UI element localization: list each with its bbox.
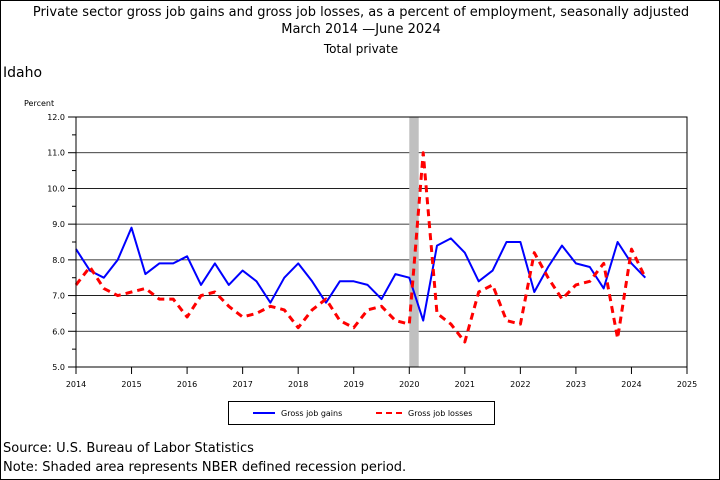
y-tick-label: 8.0 bbox=[52, 256, 65, 265]
recession-note: Note: Shaded area represents NBER define… bbox=[3, 460, 407, 475]
x-tick-label: 2021 bbox=[455, 380, 475, 389]
legend-item-gross-job-gains: Gross job gains bbox=[253, 406, 342, 420]
axis-ticks bbox=[68, 116, 688, 374]
series-line-gross-job-gains bbox=[75, 226, 647, 322]
legend-swatch-losses bbox=[376, 412, 402, 414]
x-tick-label: 2015 bbox=[121, 380, 141, 389]
x-tick-label: 2024 bbox=[621, 380, 641, 389]
region-label: Idaho bbox=[3, 65, 43, 81]
x-tick-label: 2017 bbox=[232, 380, 252, 389]
x-tick-label: 2023 bbox=[566, 380, 586, 389]
y-tick-label: 7.0 bbox=[52, 292, 65, 301]
axis-tick-labels: 5.0 6.0 7.0 8.0 9.0 10.0 11.0 12.0 2014 2015 2016 2… bbox=[47, 113, 697, 389]
series-lines bbox=[74, 151, 647, 344]
y-tick-label: 9.0 bbox=[52, 220, 65, 229]
legend: Gross job gains Gross job losses bbox=[228, 401, 495, 425]
y-tick-label: 12.0 bbox=[47, 113, 65, 122]
chart-date-range: March 2014 —June 2024 bbox=[281, 22, 441, 37]
x-tick-label: 2019 bbox=[344, 380, 364, 389]
y-tick-label: 5.0 bbox=[52, 363, 65, 372]
y-tick-label: 10.0 bbox=[47, 184, 65, 193]
gridlines bbox=[76, 116, 687, 368]
y-axis-label: Percent bbox=[24, 99, 55, 108]
plot-frame bbox=[75, 116, 688, 368]
x-tick-label: 2018 bbox=[288, 380, 308, 389]
x-tick-label: 2014 bbox=[66, 380, 86, 389]
x-tick-label: 2016 bbox=[177, 380, 197, 389]
source-note: Source: U.S. Bureau of Labor Statistics bbox=[3, 441, 254, 456]
x-tick-label: 2022 bbox=[510, 380, 530, 389]
chart-subtitle: Total private bbox=[323, 42, 399, 56]
x-tick-label: 2020 bbox=[399, 380, 419, 389]
recession-shading bbox=[409, 117, 419, 367]
y-tick-label: 11.0 bbox=[47, 149, 65, 158]
chart-title: Private sector gross job gains and gross… bbox=[32, 5, 690, 20]
legend-item-gross-job-losses: Gross job losses bbox=[376, 406, 472, 420]
y-tick-label: 6.0 bbox=[52, 327, 65, 336]
x-tick-label: 2025 bbox=[677, 380, 697, 389]
recession-bar bbox=[409, 117, 419, 367]
legend-label-losses: Gross job losses bbox=[408, 408, 473, 418]
legend-swatch-gains bbox=[253, 412, 275, 414]
series-line-gross-job-losses bbox=[74, 151, 647, 344]
legend-label-gains: Gross job gains bbox=[281, 408, 343, 418]
